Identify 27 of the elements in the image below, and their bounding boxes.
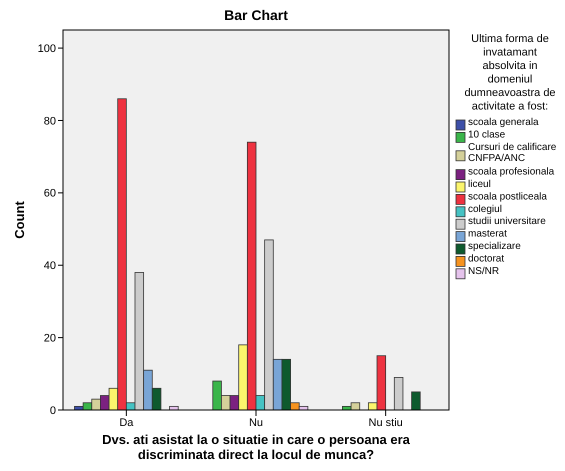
y-axis-title: Count (12, 200, 27, 239)
legend-label: 10 clase (468, 129, 506, 140)
legend-label: NS/NR (468, 266, 500, 277)
x-tick-label: Da (119, 417, 134, 429)
x-tick-label: Nu (248, 417, 264, 429)
y-tick-label: 100 (38, 42, 56, 55)
legend-label: studii universitare (468, 216, 546, 228)
bar (411, 392, 421, 410)
legend-label: scoala postliceala (468, 191, 548, 202)
chart-title: Bar Chart (224, 7, 288, 23)
y-tick-label: 40 (44, 260, 56, 272)
legend-label: scoala profesionala (468, 166, 555, 178)
legend-label: colegiul (468, 204, 502, 215)
legend-label: liceul (468, 179, 491, 190)
legend-label: scoala generala (468, 117, 540, 128)
legend-title: Ultima forma de invatamant absolvita in domeniul dumneavoastra de activitate a fost: (464, 33, 556, 112)
y-tick-label: 20 (44, 332, 56, 344)
y-tick-label: 80 (44, 115, 56, 128)
y-tick-label: 0 (50, 404, 56, 417)
legend-label: masterat (468, 228, 508, 240)
legend-label: Cursuri de calificare CNFPA/ANC (468, 142, 557, 164)
legend-label: specializare (468, 241, 522, 252)
x-axis-title: Dvs. ati asistat la o situatie in care o persoana era discriminata direct la locul de munca? (102, 432, 411, 462)
legend-label: doctorat (468, 253, 504, 264)
bar (394, 377, 404, 410)
y-tick-label: 60 (44, 188, 56, 200)
x-tick-label: Nu stiu (368, 417, 403, 429)
